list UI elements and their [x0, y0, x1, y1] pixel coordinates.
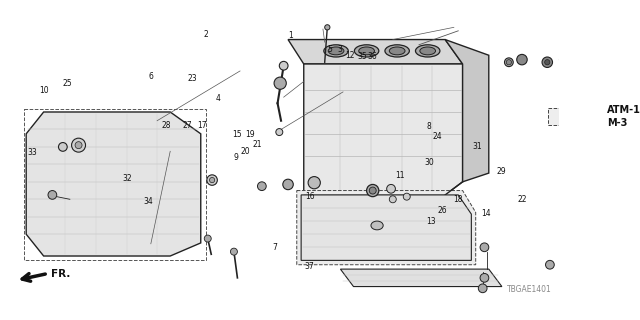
Text: ATM-11
M-3: ATM-11 M-3 [607, 105, 640, 128]
Text: 8: 8 [427, 122, 431, 131]
Circle shape [542, 57, 552, 68]
Text: 1: 1 [288, 31, 293, 40]
Ellipse shape [328, 47, 344, 55]
Circle shape [389, 196, 396, 203]
Text: 20: 20 [241, 147, 251, 156]
Circle shape [504, 58, 513, 67]
Text: 24: 24 [432, 132, 442, 141]
Text: 35: 35 [357, 52, 367, 61]
Text: 13: 13 [426, 217, 436, 226]
Circle shape [48, 190, 57, 199]
Text: 32: 32 [122, 174, 132, 183]
Circle shape [387, 184, 396, 193]
Text: 31: 31 [473, 142, 483, 151]
Text: 29: 29 [497, 167, 506, 176]
Text: 5: 5 [327, 45, 332, 54]
Text: 30: 30 [424, 158, 434, 167]
Ellipse shape [355, 45, 379, 57]
Polygon shape [301, 195, 471, 260]
Circle shape [276, 129, 283, 136]
Circle shape [75, 142, 82, 149]
Circle shape [478, 284, 487, 293]
Text: 17: 17 [197, 121, 207, 131]
Text: 6: 6 [148, 72, 153, 81]
Circle shape [623, 209, 630, 216]
Text: 14: 14 [481, 209, 491, 218]
Circle shape [283, 179, 293, 190]
Circle shape [480, 243, 489, 252]
Circle shape [58, 142, 67, 151]
Text: 21: 21 [252, 140, 262, 149]
Circle shape [279, 61, 288, 70]
Circle shape [308, 177, 321, 189]
Text: 36: 36 [367, 52, 377, 61]
Ellipse shape [324, 45, 348, 57]
Text: 7: 7 [273, 244, 277, 252]
Text: 26: 26 [438, 206, 447, 215]
Bar [548, 108, 567, 125]
Text: 4: 4 [216, 94, 220, 103]
Polygon shape [288, 40, 463, 64]
Ellipse shape [371, 221, 383, 230]
Polygon shape [26, 112, 201, 256]
Circle shape [230, 248, 237, 255]
Circle shape [403, 193, 410, 200]
Ellipse shape [420, 47, 436, 55]
Circle shape [506, 60, 511, 65]
Text: 28: 28 [162, 121, 172, 130]
Ellipse shape [385, 45, 410, 57]
Polygon shape [445, 40, 489, 182]
Text: 12: 12 [346, 51, 355, 60]
Polygon shape [297, 190, 476, 265]
Text: 9: 9 [234, 153, 239, 162]
Text: 18: 18 [453, 196, 463, 204]
Text: TBGAE1401: TBGAE1401 [507, 285, 552, 294]
Text: 11: 11 [396, 171, 404, 180]
Bar [24, 109, 206, 260]
Text: 33: 33 [28, 148, 37, 157]
Circle shape [324, 25, 330, 30]
Circle shape [480, 274, 489, 282]
Circle shape [367, 184, 379, 197]
Polygon shape [304, 64, 463, 195]
Ellipse shape [359, 47, 374, 55]
Text: 16: 16 [305, 192, 315, 201]
Circle shape [207, 175, 218, 185]
Circle shape [369, 187, 376, 194]
Circle shape [516, 54, 527, 65]
Circle shape [545, 260, 554, 269]
Circle shape [274, 77, 286, 89]
Text: 19: 19 [245, 130, 255, 140]
Ellipse shape [389, 47, 405, 55]
Circle shape [204, 235, 211, 242]
Text: 2: 2 [203, 30, 208, 39]
Text: 37: 37 [304, 262, 314, 271]
Text: 22: 22 [518, 195, 527, 204]
Text: 15: 15 [232, 130, 242, 140]
Circle shape [559, 53, 572, 66]
Circle shape [563, 259, 572, 268]
Text: 10: 10 [39, 86, 49, 95]
Text: 3: 3 [337, 45, 342, 54]
Circle shape [209, 178, 215, 183]
Circle shape [545, 60, 550, 65]
Text: 25: 25 [62, 79, 72, 88]
Ellipse shape [415, 45, 440, 57]
Text: 34: 34 [143, 197, 153, 206]
Circle shape [72, 138, 86, 152]
Circle shape [257, 182, 266, 190]
Text: 23: 23 [188, 74, 198, 83]
Text: FR.: FR. [51, 269, 70, 279]
Text: 27: 27 [182, 121, 192, 130]
Polygon shape [340, 269, 502, 287]
